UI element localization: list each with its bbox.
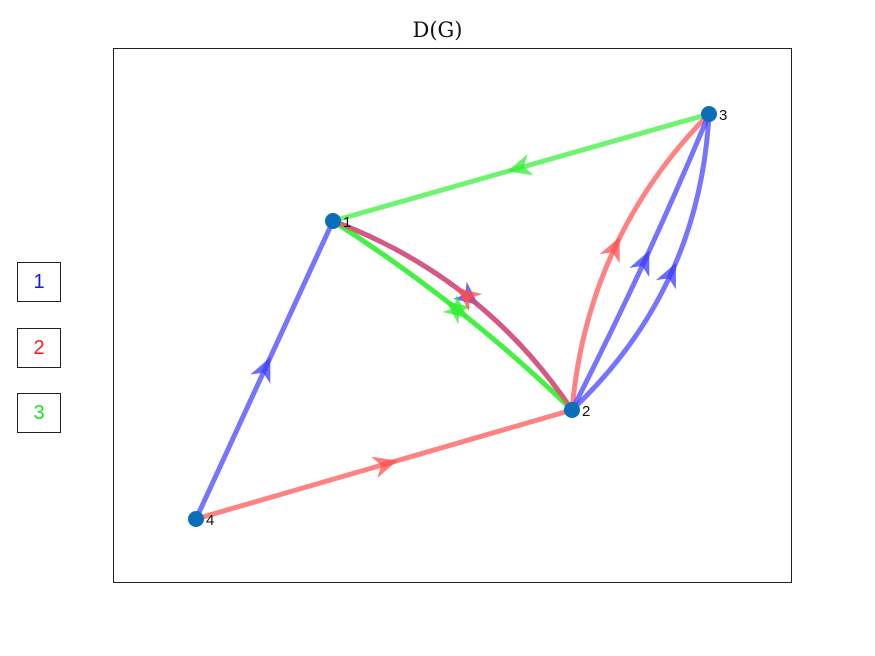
edge-2-to-1-color-3 — [330, 218, 575, 413]
edge-arrow-2-to-1 — [456, 287, 483, 312]
edge-arrow-4-to-1 — [250, 357, 271, 384]
node-label-3: 3 — [719, 107, 727, 124]
node-label-2: 2 — [582, 403, 590, 420]
node-2 — [564, 402, 580, 418]
legend-item-2: 2 — [17, 328, 61, 368]
edge-arrow-2-to-1 — [446, 300, 472, 325]
plot-frame — [113, 48, 792, 583]
legend-label-1: 1 — [33, 270, 45, 293]
edge-1-to-2-color-1 — [330, 218, 575, 413]
node-4 — [188, 511, 204, 527]
node-1 — [325, 213, 341, 229]
node-3 — [701, 106, 717, 122]
edge-layer — [193, 111, 712, 522]
legend-label-3: 3 — [33, 401, 45, 424]
edge-arrow-2-to-3 — [629, 250, 650, 278]
node-label-1: 1 — [343, 214, 351, 231]
node-layer: 1 2 3 4 — [188, 106, 727, 529]
legend-label-2: 2 — [33, 336, 45, 359]
edge-2-to-1-color-2 — [330, 218, 575, 413]
legend-item-3: 3 — [17, 393, 61, 433]
legend-item-1: 1 — [17, 262, 61, 302]
edge-arrow-2-to-3 — [655, 262, 676, 290]
chart-title: D(G) — [412, 18, 463, 42]
edge-1-to-2-color-3 — [330, 218, 575, 413]
edge-arrow-4-to-2 — [371, 456, 398, 478]
edge-arrow-2-to-3 — [599, 236, 620, 264]
node-label-4: 4 — [206, 512, 214, 529]
edge-arrow-3-to-1 — [507, 154, 534, 176]
